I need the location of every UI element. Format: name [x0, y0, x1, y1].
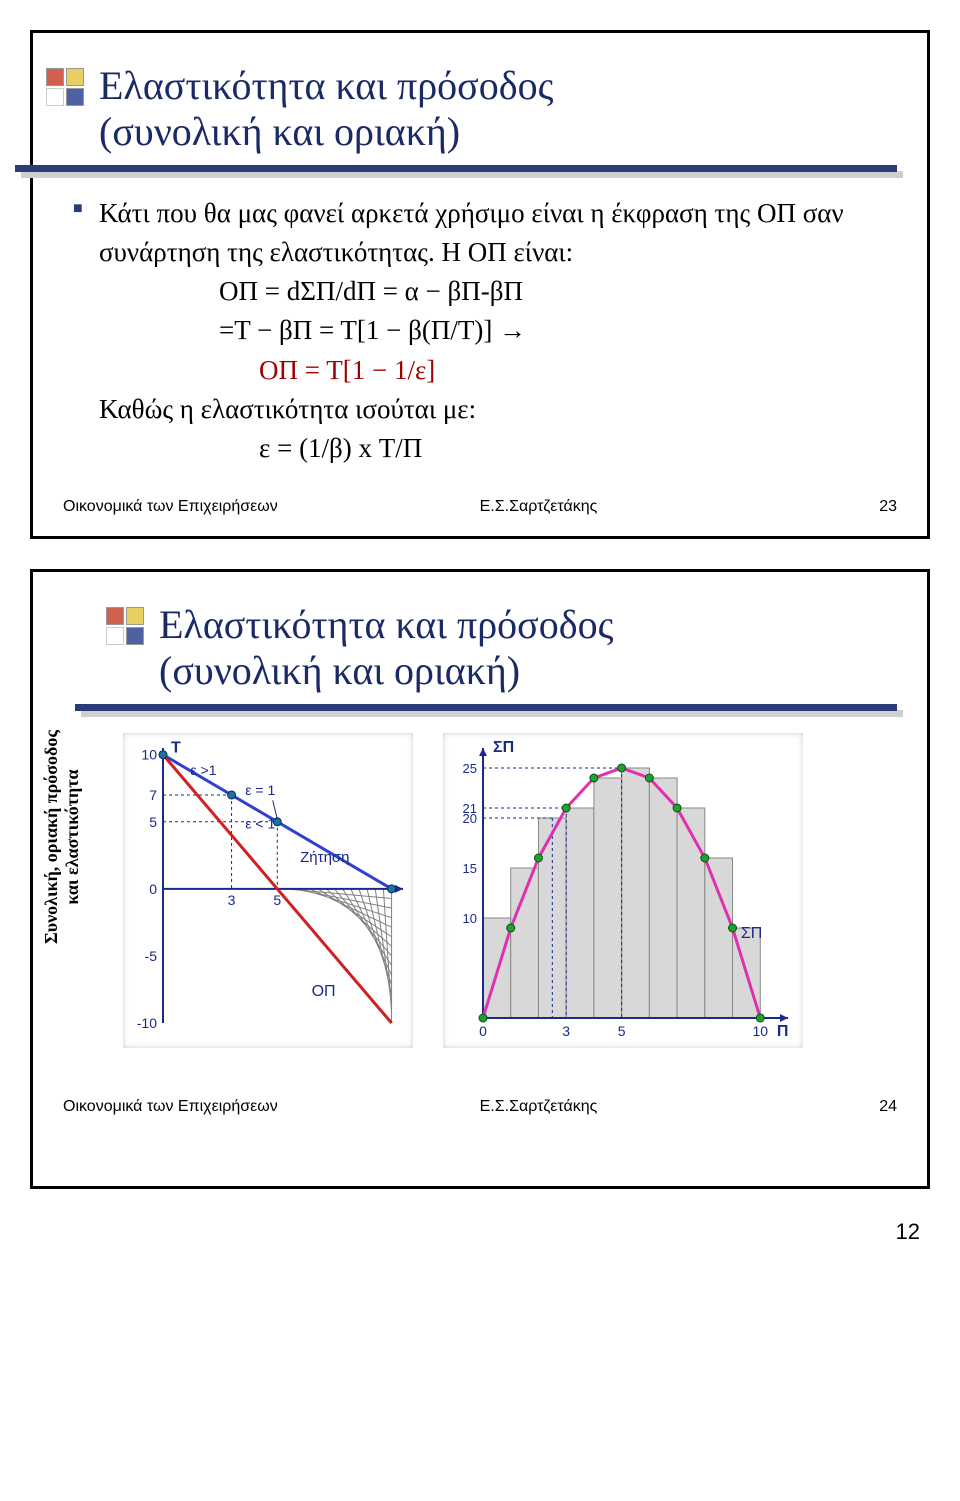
box-empty — [46, 88, 64, 106]
eq-2: =Τ − βΠ = Τ[1 − β(Π/Τ)] → — [219, 311, 897, 350]
footer-mid: Ε.Σ.Σαρτζετάκης — [198, 1098, 879, 1116]
svg-text:5: 5 — [618, 1023, 626, 1039]
svg-text:-5: -5 — [145, 948, 158, 964]
footer-mid: Ε.Σ.Σαρτζετάκης — [198, 498, 879, 516]
box-empty — [106, 627, 124, 645]
svg-text:5: 5 — [149, 814, 157, 830]
box-yellow — [126, 607, 144, 625]
bullet-item: Κάτι που θα μας φανεί αρκετά χρήσιμο είν… — [91, 194, 897, 468]
eq-3: ΟΠ = Τ[1 − 1/ε] — [259, 351, 897, 390]
title-line1: Ελαστικότητα και πρόσοδος — [99, 63, 553, 108]
svg-text:3: 3 — [562, 1023, 570, 1039]
svg-text:20: 20 — [463, 811, 477, 826]
slide-2: Ελαστικότητα και πρόσοδος (συνολική και … — [30, 569, 930, 1189]
svg-text:10: 10 — [141, 747, 157, 763]
title-block: Ελαστικότητα και πρόσοδος (συνολική και … — [63, 63, 897, 172]
slide-footer: Οικονομικά των Επιχειρήσεων Ε.Σ.Σαρτζετά… — [63, 1098, 897, 1116]
title-underline — [15, 165, 897, 172]
title-line2: (συνολική και οριακή) — [159, 648, 520, 693]
chart-right: 252120151003510ΣΠΣΠΠ — [443, 733, 803, 1048]
title-block: Ελαστικότητα και πρόσοδος (συνολική και … — [123, 602, 897, 711]
deco-boxes — [105, 606, 145, 646]
slide-body: Κάτι που θα μας φανεί αρκετά χρήσιμο είν… — [63, 194, 897, 468]
svg-text:25: 25 — [463, 761, 477, 776]
svg-text:ΣΠ: ΣΠ — [741, 925, 762, 942]
svg-text:15: 15 — [463, 861, 477, 876]
svg-text:ε >1: ε >1 — [190, 762, 216, 778]
box-red — [46, 68, 64, 86]
svg-text:10: 10 — [752, 1023, 768, 1039]
svg-text:0: 0 — [149, 881, 157, 897]
title-line2: (συνολική και οριακή) — [99, 109, 460, 154]
svg-text:0: 0 — [479, 1023, 487, 1039]
slide-title: Ελαστικότητα και πρόσοδος (συνολική και … — [99, 63, 897, 155]
svg-text:10: 10 — [463, 911, 477, 926]
vlabel-line2: και ελαστικότητα — [62, 730, 83, 944]
svg-text:ΣΠ: ΣΠ — [493, 739, 514, 756]
charts-row: 10750-5-1035Tε >1ε = 1ε < 1ΖήτησηΟΠ 2521… — [123, 733, 897, 1048]
title-underline — [75, 704, 897, 711]
svg-text:3: 3 — [228, 892, 236, 908]
box-blue — [126, 627, 144, 645]
bullet-text: Κάτι που θα μας φανεί αρκετά χρήσιμο είν… — [99, 198, 844, 267]
svg-text:7: 7 — [149, 787, 157, 803]
svg-text:Π: Π — [777, 1023, 789, 1040]
svg-text:ε = 1: ε = 1 — [245, 782, 275, 798]
footer-right: 23 — [879, 498, 897, 516]
line-4: Καθώς η ελαστικότητα ισούται με: — [99, 390, 897, 429]
svg-text:5: 5 — [273, 892, 281, 908]
box-yellow — [66, 68, 84, 86]
slide-title: Ελαστικότητα και πρόσοδος (συνολική και … — [159, 602, 897, 694]
svg-text:-10: -10 — [137, 1015, 157, 1031]
chart-left-svg: 10 7 5 0 -5 -10 3 5 Tε >1 ε = 1 ε < 1 Ζήτηση ΟΠ — [123, 733, 413, 1043]
slide-footer: Οικονομικά των Επιχειρήσεων Ε.Σ.Σαρτζετά… — [63, 498, 897, 516]
svg-text:ε < 1: ε < 1 — [245, 815, 275, 831]
title-line1: Ελαστικότητα και πρόσοδος — [159, 602, 613, 647]
svg-text:Ζήτηση: Ζήτηση — [300, 849, 349, 866]
slide-1: Ελαστικότητα και πρόσοδος (συνολική και … — [30, 30, 930, 539]
deco-boxes — [45, 67, 85, 107]
chart-right-svg: 252120151003510ΣΠΣΠΠ — [443, 733, 803, 1043]
svg-text:ΟΠ: ΟΠ — [312, 983, 336, 1000]
chart-left: 10 7 5 0 -5 -10 3 5 Tε >1 ε = 1 ε < 1 Ζήτηση ΟΠ — [123, 733, 413, 1048]
eq-4: ε = (1/β) x Τ/Π — [259, 429, 897, 468]
svg-text:T: T — [171, 740, 181, 757]
vertical-axis-label: Συνολική, οριακή πρόσοδος και ελαστικότη… — [41, 730, 83, 944]
box-blue — [66, 88, 84, 106]
footer-right: 24 — [879, 1098, 897, 1116]
page-number: 12 — [0, 1219, 920, 1245]
vlabel-line1: Συνολική, οριακή πρόσοδος — [41, 730, 61, 944]
eq-1: ΟΠ = dΣΠ/dΠ = α − βΠ-βΠ — [219, 272, 897, 311]
box-red — [106, 607, 124, 625]
